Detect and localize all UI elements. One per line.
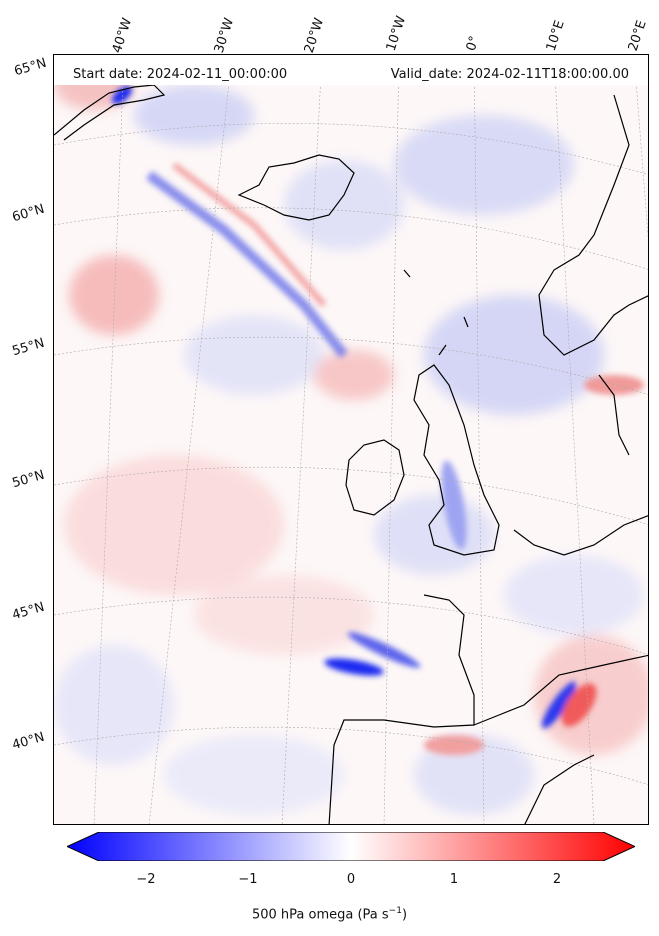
map-header: Start date: 2024-02-11_00:00:00 Valid_da… xyxy=(54,55,648,85)
start-date-label: Start date: 2024-02-11_00:00:00 xyxy=(73,67,288,82)
colorbar-label-text: 500 hPa omega (Pa s xyxy=(251,907,389,923)
lat-label-40n: 40°N xyxy=(10,729,47,754)
graticule xyxy=(54,55,648,824)
colorbar-label: 500 hPa omega (Pa s−1) xyxy=(0,906,659,922)
lat-label-50n: 50°N xyxy=(10,467,47,492)
iberia-mediterranean-coast xyxy=(473,654,648,726)
colorbar xyxy=(67,832,635,861)
colorbar-label-exponent: −1 xyxy=(388,906,402,916)
lon-label-10w: 10°W xyxy=(383,14,410,53)
colorbar-tick-neg1: −1 xyxy=(238,872,258,887)
colorbar-tick-1: 1 xyxy=(449,872,459,887)
map-frame: Start date: 2024-02-11_00:00:00 Valid_da… xyxy=(53,54,649,825)
omega-field-map xyxy=(54,55,648,824)
ireland-coast xyxy=(345,439,405,516)
shetland-faroe-islands xyxy=(403,269,469,356)
lon-label-30w: 30°W xyxy=(211,16,238,55)
lon-label-40w: 40°W xyxy=(109,16,136,55)
iceland-coast xyxy=(237,154,355,221)
denmark-coast xyxy=(598,374,630,456)
lon-label-0: 0° xyxy=(463,34,483,53)
great-britain-coast xyxy=(413,364,500,556)
colorbar-tick-neg2: −2 xyxy=(136,872,156,887)
europe-coast xyxy=(513,515,648,556)
omega-field xyxy=(54,60,648,815)
lon-label-20e: 20°E xyxy=(625,18,650,53)
lat-label-55n: 55°N xyxy=(10,335,47,360)
lat-label-60n: 60°N xyxy=(10,201,47,226)
lon-label-20w: 20°W xyxy=(301,16,328,55)
valid-date-label: Valid_date: 2024-02-11T18:00:00.00 xyxy=(390,67,629,82)
greenland-coast xyxy=(54,84,166,141)
colorbar-tick-2: 2 xyxy=(552,872,562,887)
lat-label-65n: 65°N xyxy=(12,55,49,80)
colorbar-label-close: ) xyxy=(401,907,408,923)
lon-label-10e: 10°E xyxy=(543,18,568,53)
lat-label-45n: 45°N xyxy=(10,599,47,624)
norway-coast xyxy=(538,94,648,356)
colorbar-tick-0: 0 xyxy=(346,872,356,887)
iberia-south-coast xyxy=(524,754,595,824)
colorbar-bar xyxy=(67,832,635,861)
coastlines xyxy=(54,84,648,824)
